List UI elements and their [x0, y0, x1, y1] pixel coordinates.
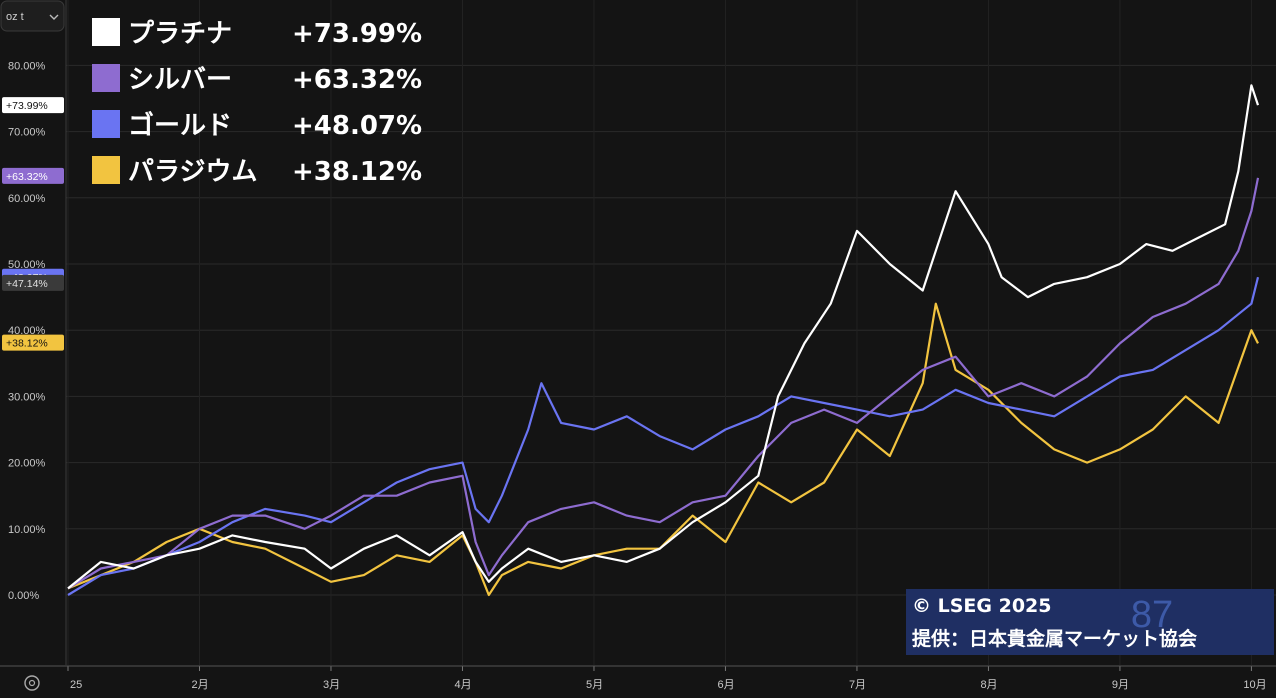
axis-badge-label: +38.12%	[6, 338, 48, 350]
legend-swatch	[92, 64, 120, 92]
y-axis-ticks: 0.00% 10.00% 20.00% 30.00% 40.00% 50.00% 60.00…	[8, 60, 46, 602]
legend-series-change: +73.99%	[292, 19, 422, 49]
credit-background	[906, 589, 1274, 655]
unit-selector[interactable]: oz t	[0, 0, 65, 32]
chevron-down-icon	[49, 14, 59, 20]
axis-badge	[2, 97, 64, 114]
axis-badge	[2, 274, 64, 291]
axis-badge-label: +73.99%	[6, 100, 48, 112]
legend-series-name: プラチナ	[128, 19, 232, 49]
credit-box: 87 © LSEG 2025 提供：日本貴金属マーケット協会	[906, 589, 1274, 655]
y-tick-label: 70.00%	[8, 127, 46, 139]
y-tick-label: 20.00%	[8, 458, 46, 470]
legend: プラチナ +73.99% シルバー +63.32% ゴールド +48.07% パラジウム +3…	[92, 18, 422, 187]
y-tick-label: 10.00%	[8, 524, 46, 536]
legend-series-change: +48.07%	[292, 111, 422, 141]
x-tick-label: 7月	[849, 679, 866, 691]
x-tick-label: 25	[70, 679, 82, 691]
y-tick-label: 0.00%	[8, 590, 39, 602]
unit-selector-box[interactable]	[0, 0, 65, 32]
axis-badge	[2, 167, 64, 184]
legend-swatch	[92, 110, 120, 138]
legend-series-name: ゴールド	[128, 110, 232, 141]
y-tick-label: 50.00%	[8, 259, 46, 271]
x-tick-label: 10月	[1243, 679, 1266, 691]
grid-lines	[66, 0, 1276, 665]
x-axis-ticks: 25 2月 3月 4月 5月 6月 7月 8月 9月 10月	[67, 666, 1267, 691]
legend-swatch	[92, 18, 120, 46]
axis-badge-label: +63.32%	[6, 171, 48, 183]
credit-provider: 提供：日本貴金属マーケット協会	[912, 627, 1197, 650]
y-tick-label: 40.00%	[8, 325, 46, 337]
axis-badge	[2, 334, 64, 351]
axis-value-badges: +73.99%+63.32%+48.07%+47.14%+38.12%	[2, 97, 64, 351]
unit-selector-label: oz t	[6, 11, 24, 23]
legend-series-change: +63.32%	[292, 65, 422, 95]
y-tick-label: 60.00%	[8, 193, 46, 205]
x-tick-label: 5月	[586, 679, 603, 691]
y-tick-label: 80.00%	[8, 60, 46, 72]
legend-series-name: パラジウム	[128, 157, 257, 187]
gear-icon[interactable]	[24, 675, 40, 691]
legend-swatch	[92, 156, 120, 184]
series-lines	[67, 84, 1260, 597]
x-tick-label: 2月	[191, 679, 208, 691]
x-tick-label: 3月	[323, 679, 340, 691]
x-tick-label: 9月	[1112, 679, 1129, 691]
x-tick-label: 8月	[980, 679, 997, 691]
x-tick-label: 6月	[717, 679, 734, 691]
credit-watermark: 87	[1131, 594, 1173, 636]
credit-copyright: © LSEG 2025	[912, 595, 1051, 617]
axis-badge-label: +47.14%	[6, 278, 48, 290]
legend-series-change: +38.12%	[292, 157, 422, 187]
y-tick-label: 30.00%	[8, 391, 46, 403]
legend-series-name: シルバー	[128, 65, 232, 95]
x-tick-label: 4月	[454, 679, 471, 691]
